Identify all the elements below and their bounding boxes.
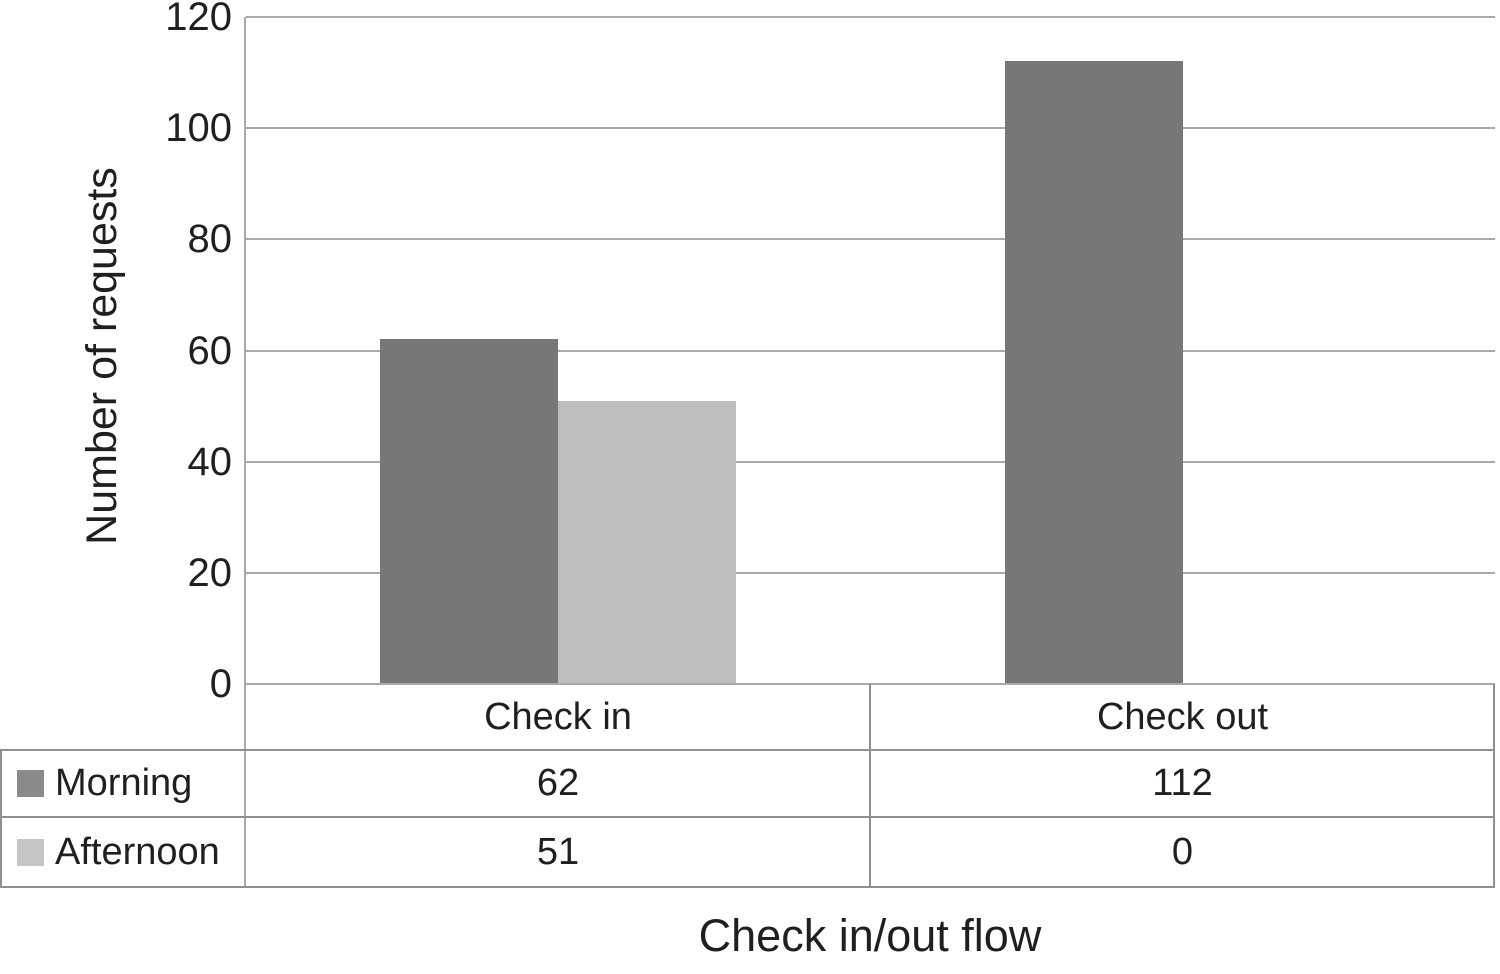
table-header-check-out: Check out bbox=[1096, 695, 1269, 738]
y-tick-label: 0 bbox=[209, 662, 232, 706]
bar-afternoon-check-in bbox=[558, 400, 737, 684]
table-border-right bbox=[1493, 684, 1495, 887]
table-border-h bbox=[0, 886, 1495, 888]
y-tick-label: 60 bbox=[187, 328, 233, 373]
table-value-morning-check-out: 112 bbox=[1152, 762, 1213, 804]
table-value-morning-check-in: 62 bbox=[536, 762, 580, 804]
bar-morning-check-out bbox=[1004, 61, 1183, 684]
table-border-divider bbox=[869, 684, 871, 887]
x-axis-title: Check in/out flow bbox=[698, 910, 1042, 961]
table-border-h bbox=[0, 749, 1495, 751]
table-value-afternoon-check-in: 51 bbox=[536, 830, 580, 873]
gridline bbox=[246, 127, 1495, 130]
legend-swatch-afternoon bbox=[17, 838, 44, 866]
gridline bbox=[246, 460, 1495, 463]
y-tick-label: 100 bbox=[165, 106, 232, 151]
y-tick-label: 80 bbox=[187, 217, 233, 262]
legend-item-morning: Morning bbox=[0, 750, 246, 817]
table-border-h bbox=[0, 816, 1495, 818]
legend-swatch-morning bbox=[17, 770, 44, 797]
legend-item-afternoon: Afternoon bbox=[0, 817, 246, 887]
gridline bbox=[246, 16, 1495, 18]
table-value-afternoon-check-out: 0 bbox=[1171, 830, 1194, 873]
y-tick-label: 20 bbox=[187, 550, 233, 595]
bar-morning-check-in bbox=[380, 339, 559, 684]
table-header-check-in: Check in bbox=[484, 695, 632, 738]
legend-label: Morning bbox=[55, 762, 193, 804]
y-tick-label: 120 bbox=[165, 0, 232, 39]
table-border-left bbox=[0, 750, 2, 887]
gridline bbox=[246, 238, 1495, 241]
legend-label: Afternoon bbox=[55, 830, 220, 873]
y-tick-label: 40 bbox=[187, 439, 233, 484]
gridline bbox=[246, 349, 1495, 352]
y-axis-line bbox=[244, 17, 246, 887]
gridline bbox=[246, 571, 1495, 574]
